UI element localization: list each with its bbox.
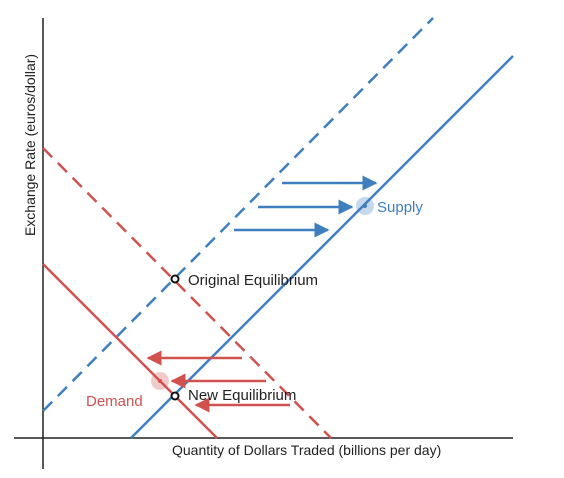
original-equilibrium-label: Original Equilibrium — [188, 272, 318, 289]
demand-curve-new — [42, 263, 218, 439]
original-equilibrium-point — [170, 274, 180, 284]
supply-curve-original — [42, 17, 434, 412]
new-equilibrium-point — [170, 391, 180, 401]
new-equilibrium-label: New Equilibrium — [188, 387, 296, 404]
supply-label-dot — [363, 204, 367, 208]
demand-label-dot — [158, 379, 162, 383]
supply-curve-new — [130, 55, 514, 439]
demand-label: Demand — [86, 393, 143, 410]
supply-label: Supply — [377, 199, 423, 216]
y-axis-label: Exchange Rate (euros/dollar) — [22, 54, 38, 236]
demand-curve-original — [42, 147, 332, 439]
x-axis-label: Quantity of Dollars Traded (billions per… — [172, 442, 441, 458]
